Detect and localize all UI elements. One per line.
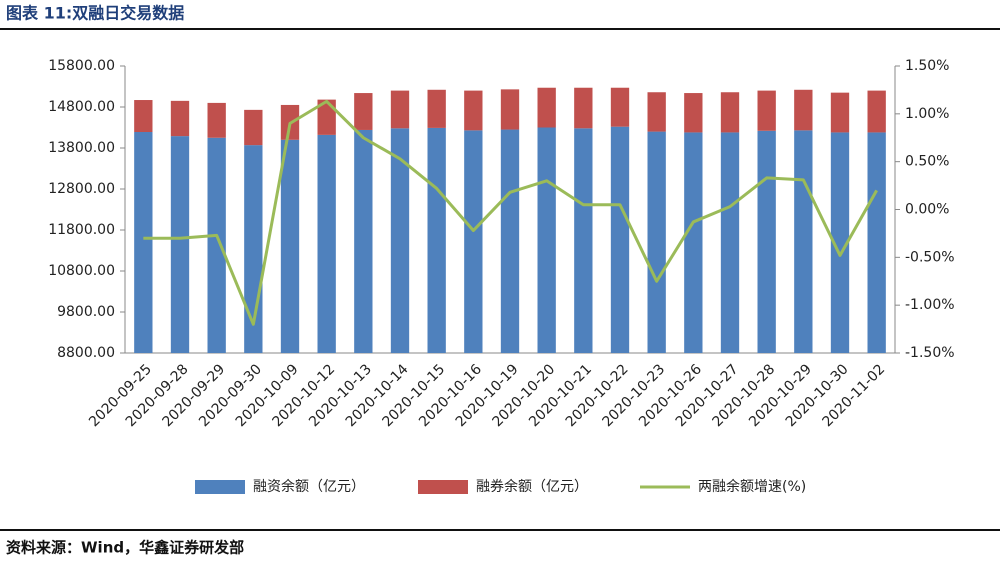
legend-swatch [418,480,468,494]
bar [354,129,373,353]
bar [427,89,446,128]
bar [280,139,300,353]
bar [464,90,483,131]
bar [354,93,373,130]
bar [464,130,483,353]
source: 资料来源：Wind，华鑫证券研发部 [6,539,244,557]
legend-swatch [195,480,245,494]
bar [647,131,666,353]
bar [574,128,593,353]
bar [684,132,703,353]
bar [244,109,263,146]
legend-label: 融资余额（亿元） [253,478,365,495]
bar [427,127,446,353]
bar [170,136,190,353]
bar [390,128,410,353]
bar [170,100,190,137]
bar [500,89,520,130]
bar [500,129,520,353]
bar [317,134,336,353]
y-tick-label: 11800.00 [48,222,115,238]
bar [867,90,886,133]
bar [610,126,630,354]
y2-tick-label: 0.00% [905,202,949,218]
y-tick-label: 10800.00 [48,263,115,279]
bar [134,100,153,133]
bar [317,99,336,135]
bar [537,87,556,128]
bar [720,92,740,133]
bar [207,137,226,353]
bar [757,130,776,353]
bar [794,89,813,131]
y2-tick-label: -0.50% [905,249,955,265]
bar [537,127,556,353]
y2-tick-label: 1.00% [905,106,949,122]
y-tick-label: 9800.00 [57,304,115,320]
y2-tick-label: -1.00% [905,297,955,313]
y-tick-label: 8800.00 [57,345,115,361]
y-tick-label: 14800.00 [48,99,115,115]
bar [610,87,630,127]
bar [390,90,410,129]
y-tick-label: 15800.00 [48,58,115,74]
bar [207,102,226,138]
bar [830,132,850,353]
chart-title: 图表 11:双融日交易数据 [6,4,184,23]
legend-label: 融券余额（亿元） [476,478,588,495]
bar [794,130,813,353]
y-tick-label: 12800.00 [48,181,115,197]
y2-tick-label: 0.50% [905,154,949,170]
legend-label: 两融余额增速(%) [698,478,806,495]
bar [574,87,593,129]
bar [867,132,886,353]
bar [720,132,740,353]
bar [647,92,666,132]
y2-tick-label: 1.50% [905,58,949,74]
bar [757,90,776,131]
y-tick-label: 13800.00 [48,140,115,156]
line-series [143,99,878,326]
bar [684,93,703,133]
bar [134,132,153,353]
bar [830,92,850,133]
y2-tick-label: -1.50% [905,345,955,361]
